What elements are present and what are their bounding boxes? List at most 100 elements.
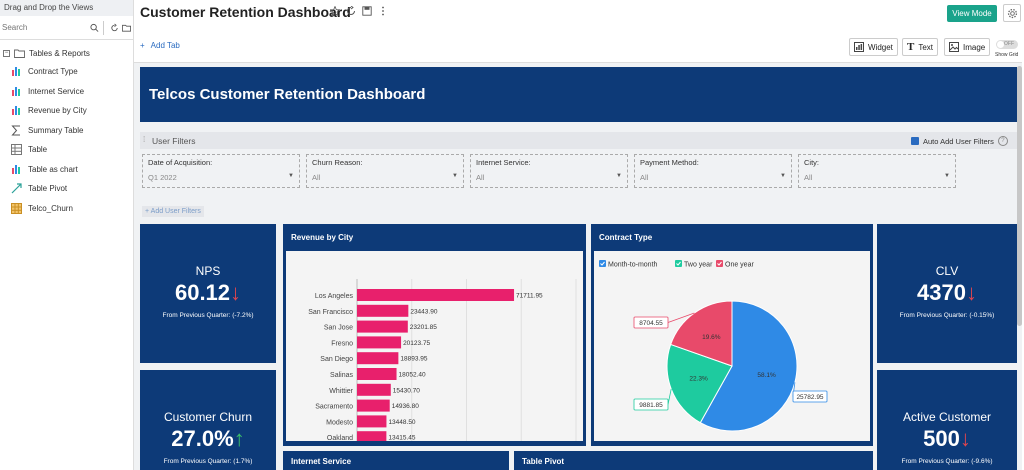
save-icon[interactable] (362, 6, 372, 16)
bar (357, 320, 408, 333)
scrollbar[interactable] (1017, 66, 1022, 326)
sidebar-item[interactable]: Internet Service (0, 82, 133, 102)
legend-label: One year (725, 262, 754, 269)
chevron-down-icon: ▼ (780, 173, 786, 179)
widget-button[interactable]: Widget (849, 38, 898, 56)
kpi-title: NPS (195, 264, 221, 278)
image-button[interactable]: Image (944, 38, 991, 56)
page-title: Customer Retention Dashboard (140, 4, 351, 20)
filter-dropdown[interactable]: Internet Service: All ▼ (470, 154, 628, 188)
view-mode-button[interactable]: View Mode (947, 5, 997, 22)
star-icon[interactable] (330, 6, 340, 16)
add-user-filters-button[interactable]: + Add User Filters (142, 206, 204, 217)
chevron-down-icon: ▼ (452, 173, 458, 179)
sidebar-item-label: Internet Service (28, 86, 85, 96)
tick-label: Fresno (331, 340, 353, 347)
data-label: 13448.50 (388, 419, 415, 426)
tick-label: San Diego (320, 356, 353, 363)
sidebar-item[interactable]: Table as chart (0, 160, 133, 180)
sidebar-item-label: Table Pivot (28, 184, 68, 194)
drag-handle-icon[interactable]: ⁞ (143, 135, 146, 144)
tick-label: Oakland (327, 435, 353, 441)
data-label: 20123.75 (403, 340, 430, 347)
text-button[interactable]: T Text (902, 38, 939, 56)
chevron-down-icon: ▼ (616, 173, 622, 179)
add-tab-button[interactable]: + Add Tab (140, 41, 180, 50)
filter-heading: User Filters (152, 136, 196, 146)
sidebar-item[interactable]: Telco_Churn (0, 199, 133, 219)
bar-chart-icon (11, 86, 22, 97)
tick-label: Sacramento (315, 404, 353, 411)
sidebar-item[interactable]: Revenue by City (0, 101, 133, 121)
sidebar-item[interactable]: Table (0, 140, 133, 160)
bar (357, 289, 515, 301)
callout-box (633, 316, 669, 329)
data-label: 8704.55 (639, 320, 663, 327)
sidebar-header: Drag and Drop the Views (0, 0, 133, 16)
legend-swatch (675, 260, 682, 267)
text-icon: T (907, 41, 915, 53)
callout-line (667, 312, 695, 323)
revenue-bar-chart: Los Angeles 71711.95 San Francisco 23443.90… (308, 279, 577, 444)
collapse-icon[interactable]: − (3, 49, 10, 57)
filter-dropdown[interactable]: Date of Acquisition: Q1 2022 ▼ (142, 154, 300, 188)
sidebar-item-label: Revenue by City (28, 106, 87, 116)
tick-label: San Francisco (308, 309, 353, 316)
kpi-active-customer: Active Customer 500↓ From Previous Quart… (877, 370, 1017, 470)
search-icon[interactable] (90, 23, 99, 33)
sidebar-item[interactable]: Summary Table (0, 121, 133, 141)
bar (357, 431, 387, 444)
panel-body: Month-to-month Two year One year 58.1% 25782… (594, 251, 870, 441)
folder-icon[interactable] (122, 23, 131, 33)
data-label: 13415.45 (388, 435, 415, 441)
check-icon (676, 261, 681, 266)
sidebar-search (0, 16, 133, 40)
data-label: 9881.85 (639, 402, 663, 409)
panel-title: Table Pivot (522, 457, 565, 466)
kpi-value: 27.0%↑ (171, 426, 245, 451)
image-label: Image (963, 42, 986, 52)
tick-label: San Jose (324, 325, 353, 332)
refresh-icon[interactable] (110, 23, 119, 33)
filter-header: ⁞ User Filters Auto Add User Filters ? (140, 132, 1017, 149)
dashboard-banner: Telcos Customer Retention Dashboard (140, 67, 1017, 122)
sidebar-item-label: Table (28, 145, 48, 155)
tick-label: Salinas (330, 372, 353, 379)
callout-line (667, 388, 672, 405)
panel-title: Internet Service (291, 457, 352, 466)
tree: − Tables & Reports Contract Type Internet… (0, 40, 133, 218)
filter-dropdown[interactable]: City: All ▼ (798, 154, 956, 188)
panel-body: Los Angeles 71711.95 San Francisco 23443.90… (286, 251, 583, 444)
sidebar-item[interactable]: Table Pivot (0, 179, 133, 199)
settings-button[interactable] (1003, 4, 1021, 22)
help-icon[interactable]: ? (997, 136, 1008, 146)
auto-add-filters[interactable]: Auto Add User Filters ? (911, 136, 1008, 146)
tree-root[interactable]: − Tables & Reports (0, 44, 133, 62)
sidebar-item-label: Summary Table (28, 125, 84, 135)
arrow-up-icon: ↑ (233, 426, 245, 451)
tick-label: Los Angeles (315, 293, 354, 300)
checkbox-checked-icon[interactable] (911, 137, 919, 145)
sidebar-item[interactable]: Contract Type (0, 62, 133, 82)
filter-label: Payment Method: (640, 158, 699, 167)
filter-dropdown[interactable]: Churn Reason: All ▼ (306, 154, 464, 188)
top-bar: Customer Retention Dashboard View Mode +… (134, 0, 1024, 62)
filter-dropdown[interactable]: Payment Method: All ▼ (634, 154, 792, 188)
sidebar-item-label: Telco_Churn (28, 203, 73, 213)
pie-slice (699, 300, 798, 432)
filter-value: Q1 2022 (148, 173, 177, 182)
filter-value: All (640, 173, 649, 182)
kpi-value: 60.12↓ (174, 280, 242, 305)
tree-root-label: Tables & Reports (29, 48, 90, 58)
sidebar: Drag and Drop the Views − Tables & Repor… (0, 0, 134, 470)
bar (357, 368, 397, 380)
panel-title: Revenue by City (291, 233, 354, 242)
add-tab-label: Add Tab (150, 41, 180, 50)
data-label: 23201.85 (410, 324, 437, 331)
show-grid-toggle[interactable]: OFF (996, 40, 1018, 49)
data-label: 18893.95 (400, 356, 427, 363)
search-input[interactable] (2, 23, 88, 32)
filter-label: Date of Acquisition: (148, 158, 213, 167)
refresh-icon[interactable] (346, 6, 356, 16)
more-icon[interactable] (378, 6, 388, 16)
